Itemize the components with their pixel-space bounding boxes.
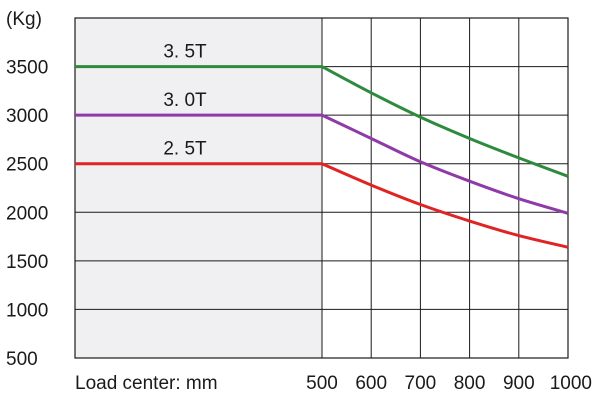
x-tick-label: 500 <box>306 373 338 394</box>
x-tick-label: 1000 <box>550 373 592 394</box>
shaded-region <box>75 18 322 358</box>
y-axis-unit-label: (Kg) <box>6 9 42 30</box>
x-tick-label: 900 <box>503 373 535 394</box>
x-tick-label: 700 <box>405 373 437 394</box>
vertical-gridlines <box>321 18 520 358</box>
x-axis-label: Load center: mm <box>75 373 218 394</box>
y-tick-label: 500 <box>6 349 38 370</box>
plot-frame <box>74 17 569 359</box>
x-tick-label: 800 <box>454 373 486 394</box>
series-labels: 3. 5T 3. 0T 2. 5T <box>163 42 207 160</box>
series-label-0: 3. 5T <box>163 42 207 63</box>
series-lines <box>75 65 569 249</box>
y-tick-label: 3000 <box>6 106 48 127</box>
y-tick-labels: 500 1000 1500 2000 2500 3000 3500 <box>6 58 48 370</box>
x-tick-label: 600 <box>355 373 387 394</box>
series-label-1: 3. 0T <box>163 90 207 111</box>
y-tick-label: 1000 <box>6 300 48 321</box>
y-tick-label: 3500 <box>6 58 48 79</box>
y-tick-label: 2000 <box>6 203 48 224</box>
series-line-0 <box>75 65 569 178</box>
y-tick-label: 1500 <box>6 252 48 273</box>
series-line-1 <box>75 113 569 215</box>
series-label-2: 2. 5T <box>163 139 207 160</box>
x-tick-labels: 500 600 700 800 900 1000 <box>306 373 592 394</box>
y-tick-label: 2500 <box>6 155 48 176</box>
series-line-2 <box>75 162 569 249</box>
